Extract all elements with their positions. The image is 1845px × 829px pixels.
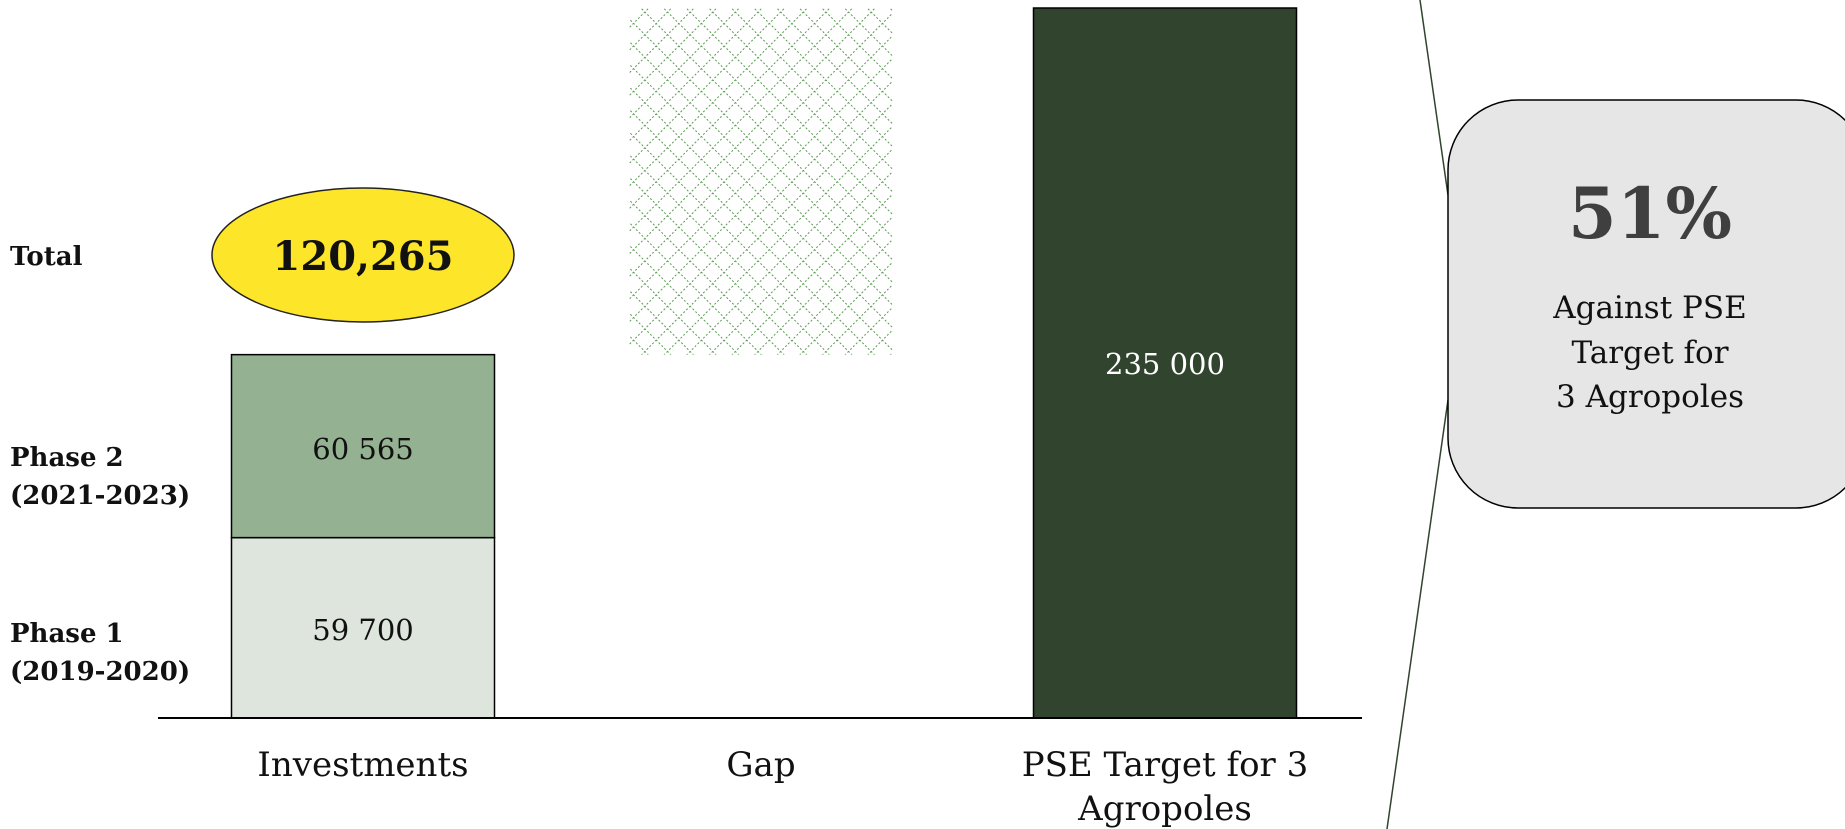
- bar-pse-target-pse-target-for-3-agropoles: [1032, 7, 1298, 719]
- value-label-pse-target-pse-target-for-3-agropoles: 235 000: [1105, 347, 1225, 381]
- callout-line-top: [1419, 0, 1449, 196]
- value-label-phase-1-2019-2020-investments: 59 700: [312, 613, 413, 647]
- series-label-phase-2: Phase 2 (2021-2023): [10, 443, 190, 511]
- value-label-phase-2-2021-2023-investments: 60 565: [312, 432, 413, 466]
- series-labels-group: Total Phase 2 (2021-2023) Phase 1 (2019-2020…: [10, 242, 190, 687]
- category-label-gap: Gap: [726, 745, 795, 785]
- bar-phase-1-2019-2020-investments: [230, 536, 496, 719]
- bars-group: [230, 7, 1298, 719]
- total-value: 120,265: [273, 233, 454, 280]
- callout-line-1: Against PSE: [1552, 290, 1747, 326]
- callout-percentage: 51%: [1568, 172, 1732, 255]
- callout-line-bottom: [1386, 399, 1449, 829]
- value-labels-group: 59 700 60 565 235 000: [312, 347, 1225, 647]
- callout-line-3: 3 Agropoles: [1556, 379, 1744, 415]
- category-label-pse-target-for-3-agropoles: PSE Target for 3 Agropoles: [1022, 745, 1308, 829]
- total-ellipse: [211, 187, 515, 323]
- series-label-total: Total: [10, 242, 83, 272]
- bar-gap-gap: [629, 8, 893, 355]
- bar-phase-2-2021-2023-investments: [230, 353, 496, 539]
- category-labels-group: Investments Gap PSE Target for 3 Agropoles: [257, 745, 1308, 829]
- callout-box: [1447, 99, 1845, 509]
- callout-line-2: Target for: [1571, 335, 1728, 371]
- series-label-phase-1: Phase 1 (2019-2020): [10, 619, 190, 687]
- category-label-investments: Investments: [257, 745, 468, 785]
